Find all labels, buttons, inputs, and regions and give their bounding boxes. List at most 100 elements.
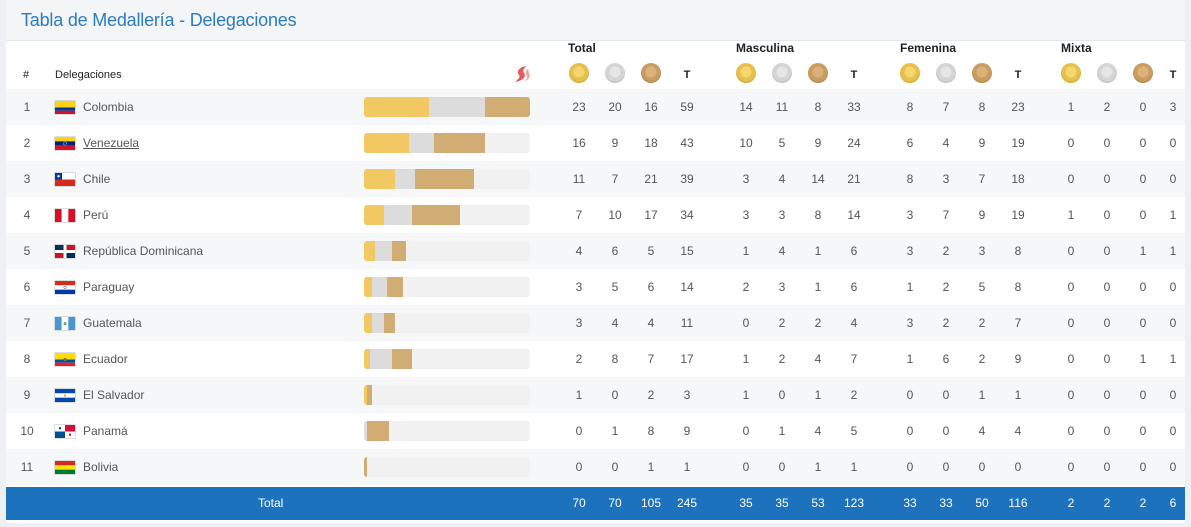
mixta-gold-count: 1 bbox=[1067, 100, 1075, 114]
sport-logo-icon bbox=[515, 66, 530, 82]
medal-bar-gold-segment bbox=[364, 385, 367, 405]
country-name[interactable]: Colombia bbox=[83, 100, 134, 114]
table-row[interactable]: 9 El Salvador 1 0 2 3 1 0 1 2 0 0 1 1 0 0 0 0 bbox=[6, 377, 1185, 413]
masculina-total-count: 4 bbox=[850, 316, 858, 330]
femenina-gold-count: 1 bbox=[906, 280, 914, 294]
table-row[interactable]: 2 Venezuela 16 9 18 43 10 5 9 24 6 4 9 19 0 0 0 0 bbox=[6, 125, 1185, 161]
country-name[interactable]: Ecuador bbox=[83, 352, 128, 366]
mixta-total-header[interactable]: T bbox=[1169, 69, 1177, 81]
mixta-total-count: 1 bbox=[1169, 352, 1177, 366]
medal-bar-gold-segment bbox=[364, 313, 373, 333]
femenina-silver-medal-icon[interactable] bbox=[936, 63, 956, 83]
country-name[interactable]: Bolivia bbox=[83, 460, 119, 474]
table-row[interactable]: 7 Guatemala 3 4 4 11 0 2 2 4 3 2 2 7 0 0 0 0 bbox=[6, 305, 1185, 341]
masculina-bronze-count: 2 bbox=[814, 316, 822, 330]
masculina-bronze-count: 4 bbox=[814, 424, 822, 438]
header-delegations: Delegaciones bbox=[55, 69, 122, 81]
masculina-silver-count: 4 bbox=[778, 244, 786, 258]
table-row[interactable]: 11 Bolivia 0 0 1 1 0 0 1 1 0 0 0 0 0 0 0 0 bbox=[6, 449, 1185, 485]
mixta-silver-count: 0 bbox=[1103, 460, 1111, 474]
femenina-bronze-medal-icon[interactable] bbox=[972, 63, 992, 83]
country-name[interactable]: Chile bbox=[83, 172, 111, 186]
mixta-total-count: 0 bbox=[1169, 388, 1177, 402]
totals-masculina-silver: 35 bbox=[775, 496, 789, 510]
table-row[interactable]: 1 Colombia 23 20 16 59 14 11 8 33 8 7 8 23 1 2 0 3 bbox=[6, 89, 1185, 125]
masculina-silver-medal-icon[interactable] bbox=[772, 63, 792, 83]
mixta-silver-count: 0 bbox=[1103, 208, 1111, 222]
table-row[interactable]: 10 Panamá 0 1 8 9 0 1 4 5 0 0 4 4 0 0 0 0 bbox=[6, 413, 1185, 449]
country-name[interactable]: Venezuela bbox=[83, 136, 140, 150]
masculina-silver-count: 2 bbox=[778, 352, 786, 366]
country-name[interactable]: Panamá bbox=[83, 424, 128, 438]
total-bronze-count: 21 bbox=[644, 172, 658, 186]
masculina-bronze-medal-icon[interactable] bbox=[808, 63, 828, 83]
mixta-gold-medal-icon[interactable] bbox=[1061, 63, 1081, 83]
medal-bar bbox=[364, 133, 530, 153]
femenina-bronze-count: 1 bbox=[978, 388, 986, 402]
femenina-gold-medal-icon[interactable] bbox=[900, 63, 920, 83]
medal-bar-silver-segment bbox=[383, 205, 412, 225]
femenina-total-header[interactable]: T bbox=[1014, 69, 1022, 81]
country-name[interactable]: República Dominicana bbox=[83, 244, 204, 258]
total-total-header[interactable]: T bbox=[683, 69, 691, 81]
mixta-gold-count: 0 bbox=[1067, 172, 1075, 186]
mixta-gold-count: 0 bbox=[1067, 460, 1075, 474]
masculina-gold-count: 1 bbox=[742, 244, 750, 258]
masculina-bronze-count: 9 bbox=[814, 136, 822, 150]
medal-bar-bronze-segment bbox=[366, 385, 373, 405]
medal-bar-silver-segment bbox=[409, 133, 435, 153]
medal-bar-gold-segment bbox=[364, 133, 410, 153]
masculina-total-count: 14 bbox=[847, 208, 861, 222]
total-gold-medal-icon[interactable] bbox=[569, 63, 589, 83]
femenina-gold-count: 6 bbox=[906, 136, 914, 150]
medal-bar bbox=[364, 385, 530, 405]
masculina-total-header[interactable]: T bbox=[850, 69, 858, 81]
mixta-total-count: 3 bbox=[1169, 100, 1177, 114]
total-gold-count: 7 bbox=[575, 208, 583, 222]
country-name[interactable]: Perú bbox=[83, 208, 109, 222]
femenina-silver-count: 7 bbox=[942, 100, 950, 114]
masculina-total-count: 5 bbox=[850, 424, 858, 438]
total-silver-count: 9 bbox=[611, 136, 619, 150]
total-bronze-medal-icon[interactable] bbox=[641, 63, 661, 83]
country-name[interactable]: Guatemala bbox=[83, 316, 142, 330]
totals-masculina-bronze: 53 bbox=[811, 496, 825, 510]
dominicana-flag-icon bbox=[55, 245, 75, 258]
medal-bar bbox=[364, 205, 530, 225]
total-gold-count: 1 bbox=[575, 388, 583, 402]
femenina-gold-count: 3 bbox=[906, 208, 914, 222]
medal-bar-bronze-segment bbox=[386, 277, 404, 297]
femenina-gold-count: 3 bbox=[906, 316, 914, 330]
total-total-count: 17 bbox=[680, 352, 694, 366]
masculina-gold-count: 0 bbox=[742, 460, 750, 474]
femenina-bronze-count: 8 bbox=[978, 100, 986, 114]
mixta-silver-medal-icon[interactable] bbox=[1097, 63, 1117, 83]
femenina-gold-count: 0 bbox=[906, 460, 914, 474]
masculina-total-count: 1 bbox=[850, 460, 858, 474]
masculina-gold-medal-icon[interactable] bbox=[736, 63, 756, 83]
table-row[interactable]: 5 República Dominicana 4 6 5 15 1 4 1 6 3 2 3 8 0 0 1 1 bbox=[6, 233, 1185, 269]
mixta-bronze-medal-icon[interactable] bbox=[1133, 63, 1153, 83]
femenina-bronze-count: 9 bbox=[978, 136, 986, 150]
total-gold-count: 11 bbox=[572, 172, 586, 186]
mixta-silver-count: 0 bbox=[1103, 352, 1111, 366]
medal-bar-bronze-segment bbox=[392, 241, 407, 261]
femenina-silver-count: 6 bbox=[942, 352, 950, 366]
masculina-bronze-count: 8 bbox=[814, 208, 822, 222]
table-row[interactable]: 3 Chile 11 7 21 39 3 4 14 21 8 3 7 18 0 0 0 0 bbox=[6, 161, 1185, 197]
table-row[interactable]: 6 Paraguay 3 5 6 14 2 3 1 6 1 2 5 8 0 0 0 0 bbox=[6, 269, 1185, 305]
total-bronze-count: 17 bbox=[644, 208, 658, 222]
medal-bar-bronze-segment bbox=[414, 169, 474, 189]
total-total-count: 39 bbox=[680, 172, 694, 186]
mixta-gold-count: 0 bbox=[1067, 316, 1075, 330]
country-name[interactable]: Paraguay bbox=[83, 280, 135, 294]
mixta-bronze-count: 0 bbox=[1139, 208, 1147, 222]
totals-total-gold: 70 bbox=[572, 496, 586, 510]
country-name[interactable]: El Salvador bbox=[83, 388, 145, 402]
masculina-total-count: 6 bbox=[850, 280, 858, 294]
mixta-total-count: 0 bbox=[1169, 280, 1177, 294]
rank-number: 9 bbox=[23, 388, 31, 402]
table-row[interactable]: 4 Perú 7 10 17 34 3 3 8 14 3 7 9 19 1 0 0 1 bbox=[6, 197, 1185, 233]
total-silver-medal-icon[interactable] bbox=[605, 63, 625, 83]
table-row[interactable]: 8 Ecuador 2 8 7 17 1 2 4 7 1 6 2 9 0 0 1 1 bbox=[6, 341, 1185, 377]
